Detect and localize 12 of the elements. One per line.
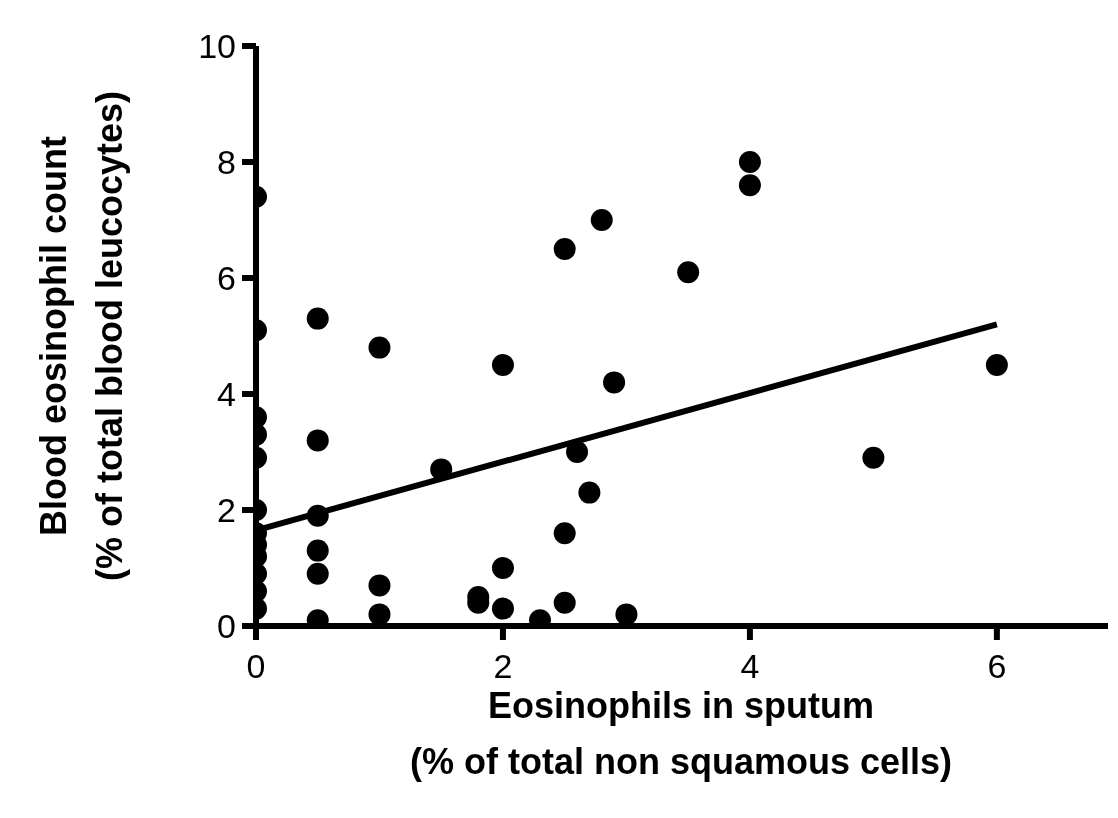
y-tick-label: 6: [217, 259, 236, 298]
x-axis-title: Eosinophils in sputum (% of total non squamous cells): [409, 685, 953, 782]
x-tick-label: 6: [987, 647, 1007, 686]
y-tick-label: 4: [217, 375, 236, 414]
y-tick-label: 8: [217, 143, 236, 182]
y-tick-label: 2: [217, 491, 236, 530]
x-tick-label: 4: [740, 647, 760, 686]
x-tick-label: 2: [493, 647, 513, 686]
y-tick-label: 0: [217, 607, 236, 646]
y-axis-title: Blood eosinophil count (% of total blood leucocytes): [33, 90, 130, 582]
y-tick-label: 10: [198, 27, 236, 66]
x-tick-label: 0: [246, 647, 266, 686]
